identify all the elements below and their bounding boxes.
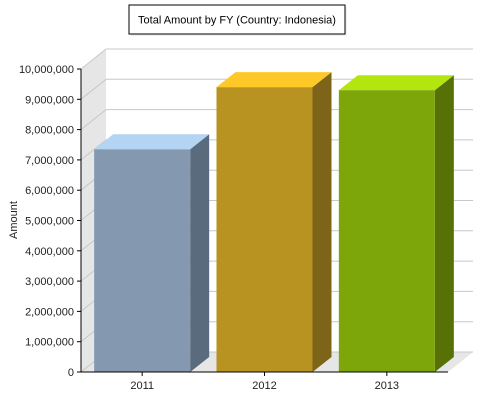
bar-top bbox=[94, 134, 210, 150]
y-tick-label: 5,000,000 bbox=[25, 216, 74, 228]
bar-side bbox=[312, 72, 332, 373]
bar-side bbox=[190, 134, 210, 372]
bar bbox=[94, 149, 191, 372]
y-tick-label: 0 bbox=[68, 367, 74, 379]
gridline-diagonal bbox=[80, 139, 107, 161]
y-tick-label: 6,000,000 bbox=[25, 185, 74, 197]
y-tick-label: 9,000,000 bbox=[25, 94, 74, 106]
bar-2012 bbox=[216, 72, 332, 373]
y-tick-label: 1,000,000 bbox=[25, 337, 74, 349]
bar-top bbox=[338, 75, 454, 91]
bar bbox=[338, 90, 435, 373]
x-tick-label: 2013 bbox=[375, 380, 399, 392]
gridline-diagonal bbox=[80, 48, 107, 70]
bar-top bbox=[216, 72, 332, 88]
x-tick-label: 2012 bbox=[252, 380, 276, 392]
y-axis-ticks: 0 1,000,000 2,000,000 3,000,000 4,000,000 5,0… bbox=[19, 64, 81, 379]
y-tick-label: 3,000,000 bbox=[25, 276, 74, 288]
chart-title: Total Amount by FY (Country: Indonesia) bbox=[138, 15, 336, 27]
gridline-diagonal bbox=[80, 109, 107, 130]
y-axis-label: Amount bbox=[8, 201, 20, 239]
y-tick-label: 2,000,000 bbox=[25, 306, 74, 318]
y-tick-label: 7,000,000 bbox=[25, 155, 74, 167]
x-axis-ticks: 2011 2012 2013 bbox=[130, 372, 399, 392]
bar-side bbox=[434, 75, 454, 373]
bar-2013 bbox=[338, 75, 454, 373]
bar bbox=[216, 87, 313, 373]
y-tick-label: 10,000,000 bbox=[19, 64, 74, 76]
bar-2011 bbox=[94, 134, 210, 372]
bars bbox=[94, 72, 454, 373]
gridline-diagonal bbox=[80, 78, 107, 100]
x-tick-label: 2011 bbox=[130, 380, 154, 392]
title-box: Total Amount by FY (Country: Indonesia) bbox=[128, 4, 347, 36]
y-tick-label: 4,000,000 bbox=[25, 246, 74, 258]
y-tick-label: 8,000,000 bbox=[25, 125, 74, 137]
